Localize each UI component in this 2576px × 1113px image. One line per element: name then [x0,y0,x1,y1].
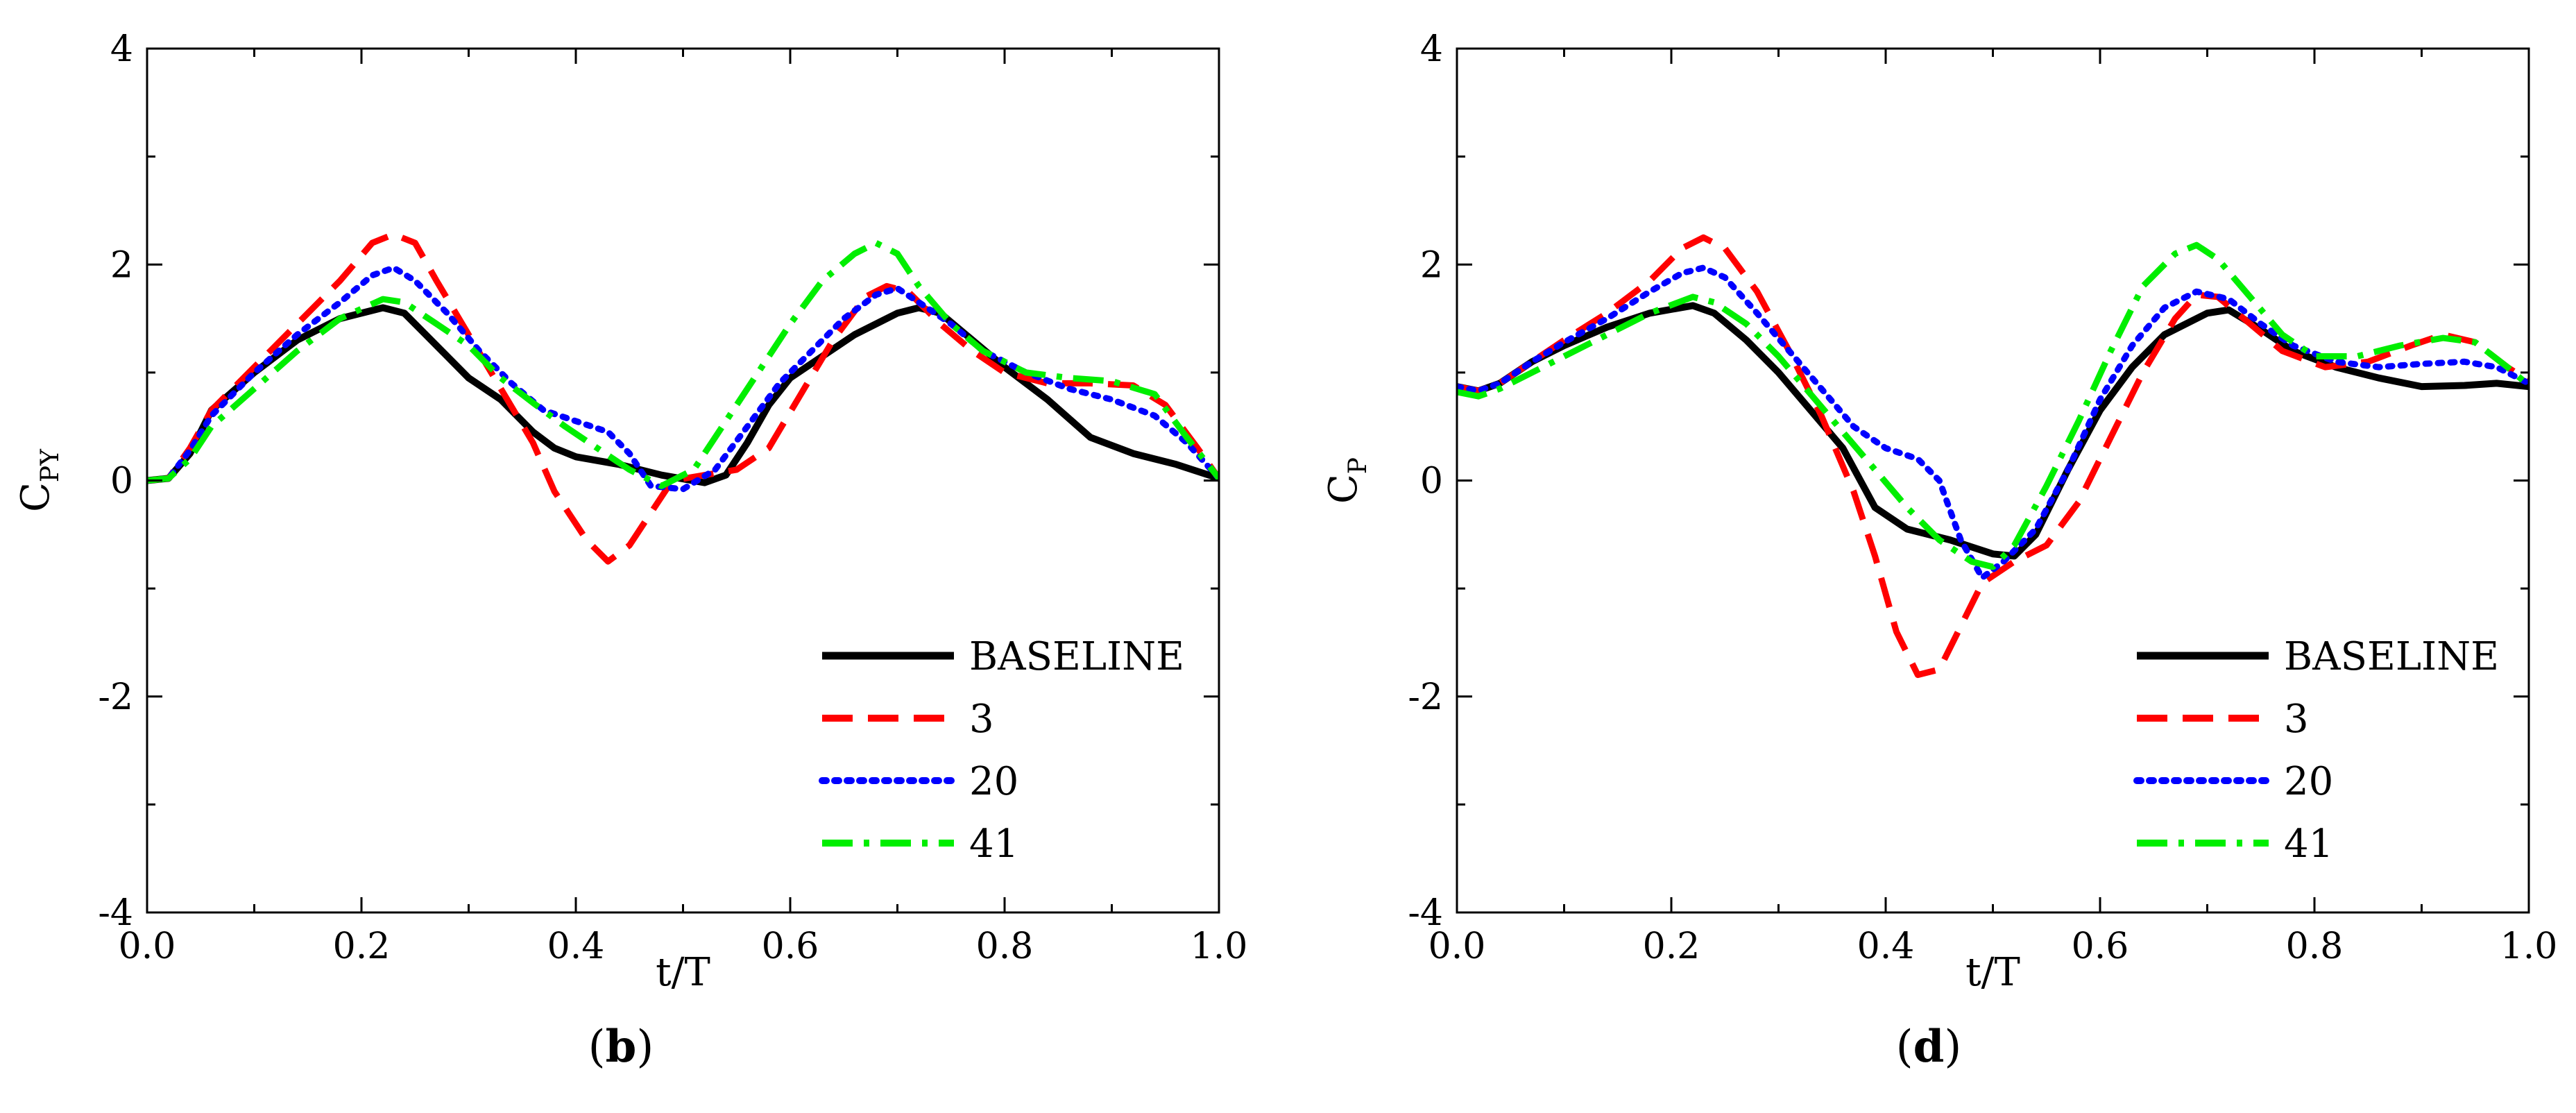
x-tick-label: 0.8 [976,926,1034,967]
legend-label-41: 41 [2284,822,2333,867]
x-axis-title: t/T [1965,950,2020,995]
series-line-41 [1457,241,2529,570]
panel-letter: d [1913,1021,1945,1073]
x-tick-label: 0.4 [1857,926,1915,967]
x-tick-label: 0.6 [2072,926,2129,967]
x-tick-label: 0.2 [1643,926,1700,967]
series-line-3 [147,231,1219,565]
panel-letter: b [606,1021,637,1073]
series-line-baseline [1457,302,2529,560]
legend: BASELINE 3 20 41 [819,634,1184,867]
y-axis-title: CP [1321,457,1372,504]
legend-label-baseline: BASELINE [2284,634,2499,679]
y-tick-label: 2 [1420,244,1443,286]
y-axis-title-subscript: PY [36,448,65,482]
legend-label-3: 3 [969,697,994,742]
legend-label-41: 41 [969,822,1018,867]
series-line-3 [1457,234,2529,679]
y-axis-title-main: C [1321,474,1366,504]
x-tick-label: 1.0 [2500,926,2558,967]
y-tick-label: -4 [1408,892,1443,934]
y-axis-title: CPY [13,448,65,512]
legend: BASELINE 3 20 41 [2133,634,2499,867]
y-tick-label: -4 [98,892,133,934]
y-tick-label: 4 [1420,28,1443,70]
legend-label-baseline: BASELINE [969,634,1184,679]
chart-panel-b: 0.0 0.2 0.4 0.6 0.8 1.0 -4 -2 0 2 4 t/T CPY BASELINE 3… [13,28,1247,1073]
legend-label-20: 20 [969,759,1018,804]
x-axis-title: t/T [656,950,710,995]
y-tick-label: 0 [1420,461,1443,502]
x-tick-label: 0.0 [1428,926,1486,967]
y-axis-title-main: C [13,482,58,512]
legend-label-20: 20 [2284,759,2333,804]
y-tick-label: 4 [110,28,133,70]
x-tick-label: 0.2 [333,926,391,967]
x-tick-label: 0.8 [2286,926,2344,967]
x-tick-label: 0.0 [119,926,176,967]
x-tick-label: 0.6 [762,926,819,967]
panel-label: (b) [588,1021,654,1073]
y-axis-title-subscript: P [1344,457,1372,474]
y-tick-label: 2 [110,244,133,286]
legend-label-3: 3 [2284,697,2309,742]
y-tick-label: -2 [1408,677,1443,718]
series-line-20 [1457,264,2529,581]
series-line-41 [147,239,1219,489]
y-tick-label: -2 [98,677,133,718]
x-tick-label: 0.4 [547,926,605,967]
chart-panel-d: 0.0 0.2 0.4 0.6 0.8 1.0 -4 -2 0 2 4 t/T CP BASELINE 3 2… [1321,28,2557,1073]
y-tick-label: 0 [110,461,133,502]
panel-label: (d) [1896,1021,1962,1073]
x-tick-label: 1.0 [1191,926,1248,967]
series-line-20 [147,264,1219,493]
